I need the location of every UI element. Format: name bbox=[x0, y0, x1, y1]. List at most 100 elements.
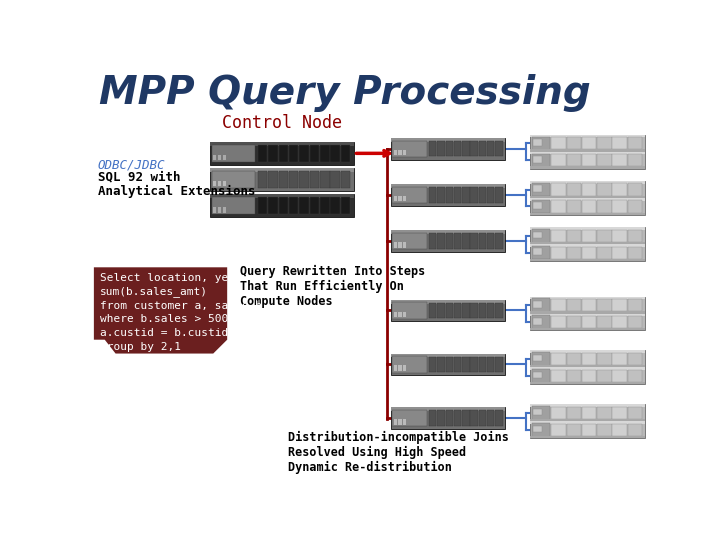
Bar bbox=[470, 187, 478, 202]
Bar bbox=[403, 196, 406, 201]
Bar bbox=[394, 196, 397, 201]
Bar bbox=[446, 410, 453, 426]
Bar bbox=[213, 181, 216, 186]
Bar bbox=[534, 301, 542, 308]
Bar bbox=[532, 298, 550, 312]
Bar bbox=[341, 145, 350, 161]
Bar bbox=[597, 316, 611, 328]
Bar bbox=[470, 356, 478, 372]
Bar bbox=[534, 232, 542, 238]
Bar bbox=[567, 247, 581, 259]
Bar bbox=[613, 370, 627, 382]
Text: Distribution-incompatible Joins
Resolved Using High Speed
Dynamic Re-distributio: Distribution-incompatible Joins Resolved… bbox=[287, 430, 508, 474]
Bar bbox=[462, 233, 469, 249]
Bar bbox=[567, 316, 581, 328]
Bar bbox=[567, 184, 581, 195]
Bar bbox=[534, 426, 542, 433]
Bar bbox=[487, 233, 495, 249]
Bar bbox=[437, 356, 445, 372]
Bar bbox=[597, 247, 611, 259]
Bar bbox=[530, 213, 645, 215]
Bar bbox=[582, 154, 596, 166]
Bar bbox=[454, 141, 462, 157]
Bar bbox=[279, 198, 288, 214]
Bar bbox=[582, 184, 596, 195]
Bar bbox=[530, 367, 645, 384]
Bar bbox=[567, 137, 581, 150]
Bar bbox=[462, 141, 469, 157]
Bar bbox=[628, 154, 642, 166]
Bar bbox=[403, 242, 406, 248]
Bar bbox=[582, 316, 596, 328]
Bar bbox=[398, 366, 402, 371]
Bar bbox=[392, 233, 427, 249]
Bar bbox=[391, 300, 505, 321]
Bar bbox=[289, 198, 299, 214]
Bar bbox=[454, 187, 462, 202]
Bar bbox=[532, 352, 550, 366]
Bar bbox=[210, 194, 354, 217]
Bar bbox=[597, 424, 611, 436]
Bar bbox=[530, 166, 645, 168]
Text: Select location, year
sum(b.sales_amt)
from customer a, sales b
where b.sales > : Select location, year sum(b.sales_amt) f… bbox=[100, 273, 262, 365]
Bar bbox=[530, 296, 645, 299]
Bar bbox=[495, 356, 503, 372]
Bar bbox=[597, 184, 611, 195]
Bar bbox=[479, 356, 486, 372]
Bar bbox=[532, 229, 550, 242]
Bar bbox=[446, 302, 453, 318]
Bar bbox=[495, 187, 503, 202]
Bar bbox=[210, 142, 354, 165]
Bar bbox=[552, 370, 566, 382]
Bar bbox=[534, 248, 542, 255]
Bar bbox=[258, 145, 267, 161]
Bar bbox=[394, 312, 397, 317]
Bar bbox=[530, 227, 645, 244]
Bar bbox=[479, 141, 486, 157]
Bar bbox=[530, 314, 645, 330]
Bar bbox=[479, 302, 486, 318]
Bar bbox=[403, 312, 406, 317]
Bar bbox=[391, 138, 505, 159]
Bar bbox=[398, 242, 402, 248]
Bar bbox=[530, 419, 645, 421]
Text: ODBC/JDBC: ODBC/JDBC bbox=[98, 159, 166, 172]
Bar bbox=[470, 233, 478, 249]
Bar bbox=[289, 171, 299, 188]
Bar bbox=[552, 200, 566, 213]
Bar bbox=[628, 137, 642, 150]
Bar bbox=[429, 187, 436, 202]
Bar bbox=[628, 424, 642, 436]
Bar bbox=[258, 198, 267, 214]
Bar bbox=[330, 171, 340, 188]
Bar bbox=[462, 302, 469, 318]
Bar bbox=[487, 302, 495, 318]
Bar bbox=[530, 227, 645, 230]
Bar bbox=[530, 436, 645, 438]
Bar bbox=[597, 299, 611, 311]
Bar bbox=[530, 328, 645, 330]
Bar bbox=[628, 407, 642, 419]
Bar bbox=[341, 171, 350, 188]
Bar bbox=[391, 408, 505, 411]
Bar bbox=[530, 365, 645, 367]
Bar bbox=[394, 242, 397, 248]
Bar bbox=[552, 407, 566, 419]
Bar bbox=[530, 404, 645, 421]
Bar bbox=[582, 137, 596, 150]
Bar bbox=[454, 233, 462, 249]
Bar bbox=[320, 171, 330, 188]
Bar bbox=[470, 141, 478, 157]
Bar bbox=[582, 353, 596, 365]
Bar bbox=[446, 187, 453, 202]
Bar bbox=[222, 181, 225, 186]
Bar bbox=[530, 350, 645, 353]
Bar bbox=[462, 410, 469, 426]
Bar bbox=[487, 356, 495, 372]
Bar bbox=[437, 410, 445, 426]
Bar bbox=[567, 424, 581, 436]
Bar bbox=[300, 198, 309, 214]
Bar bbox=[320, 145, 330, 161]
Bar bbox=[429, 141, 436, 157]
Bar bbox=[222, 154, 225, 160]
